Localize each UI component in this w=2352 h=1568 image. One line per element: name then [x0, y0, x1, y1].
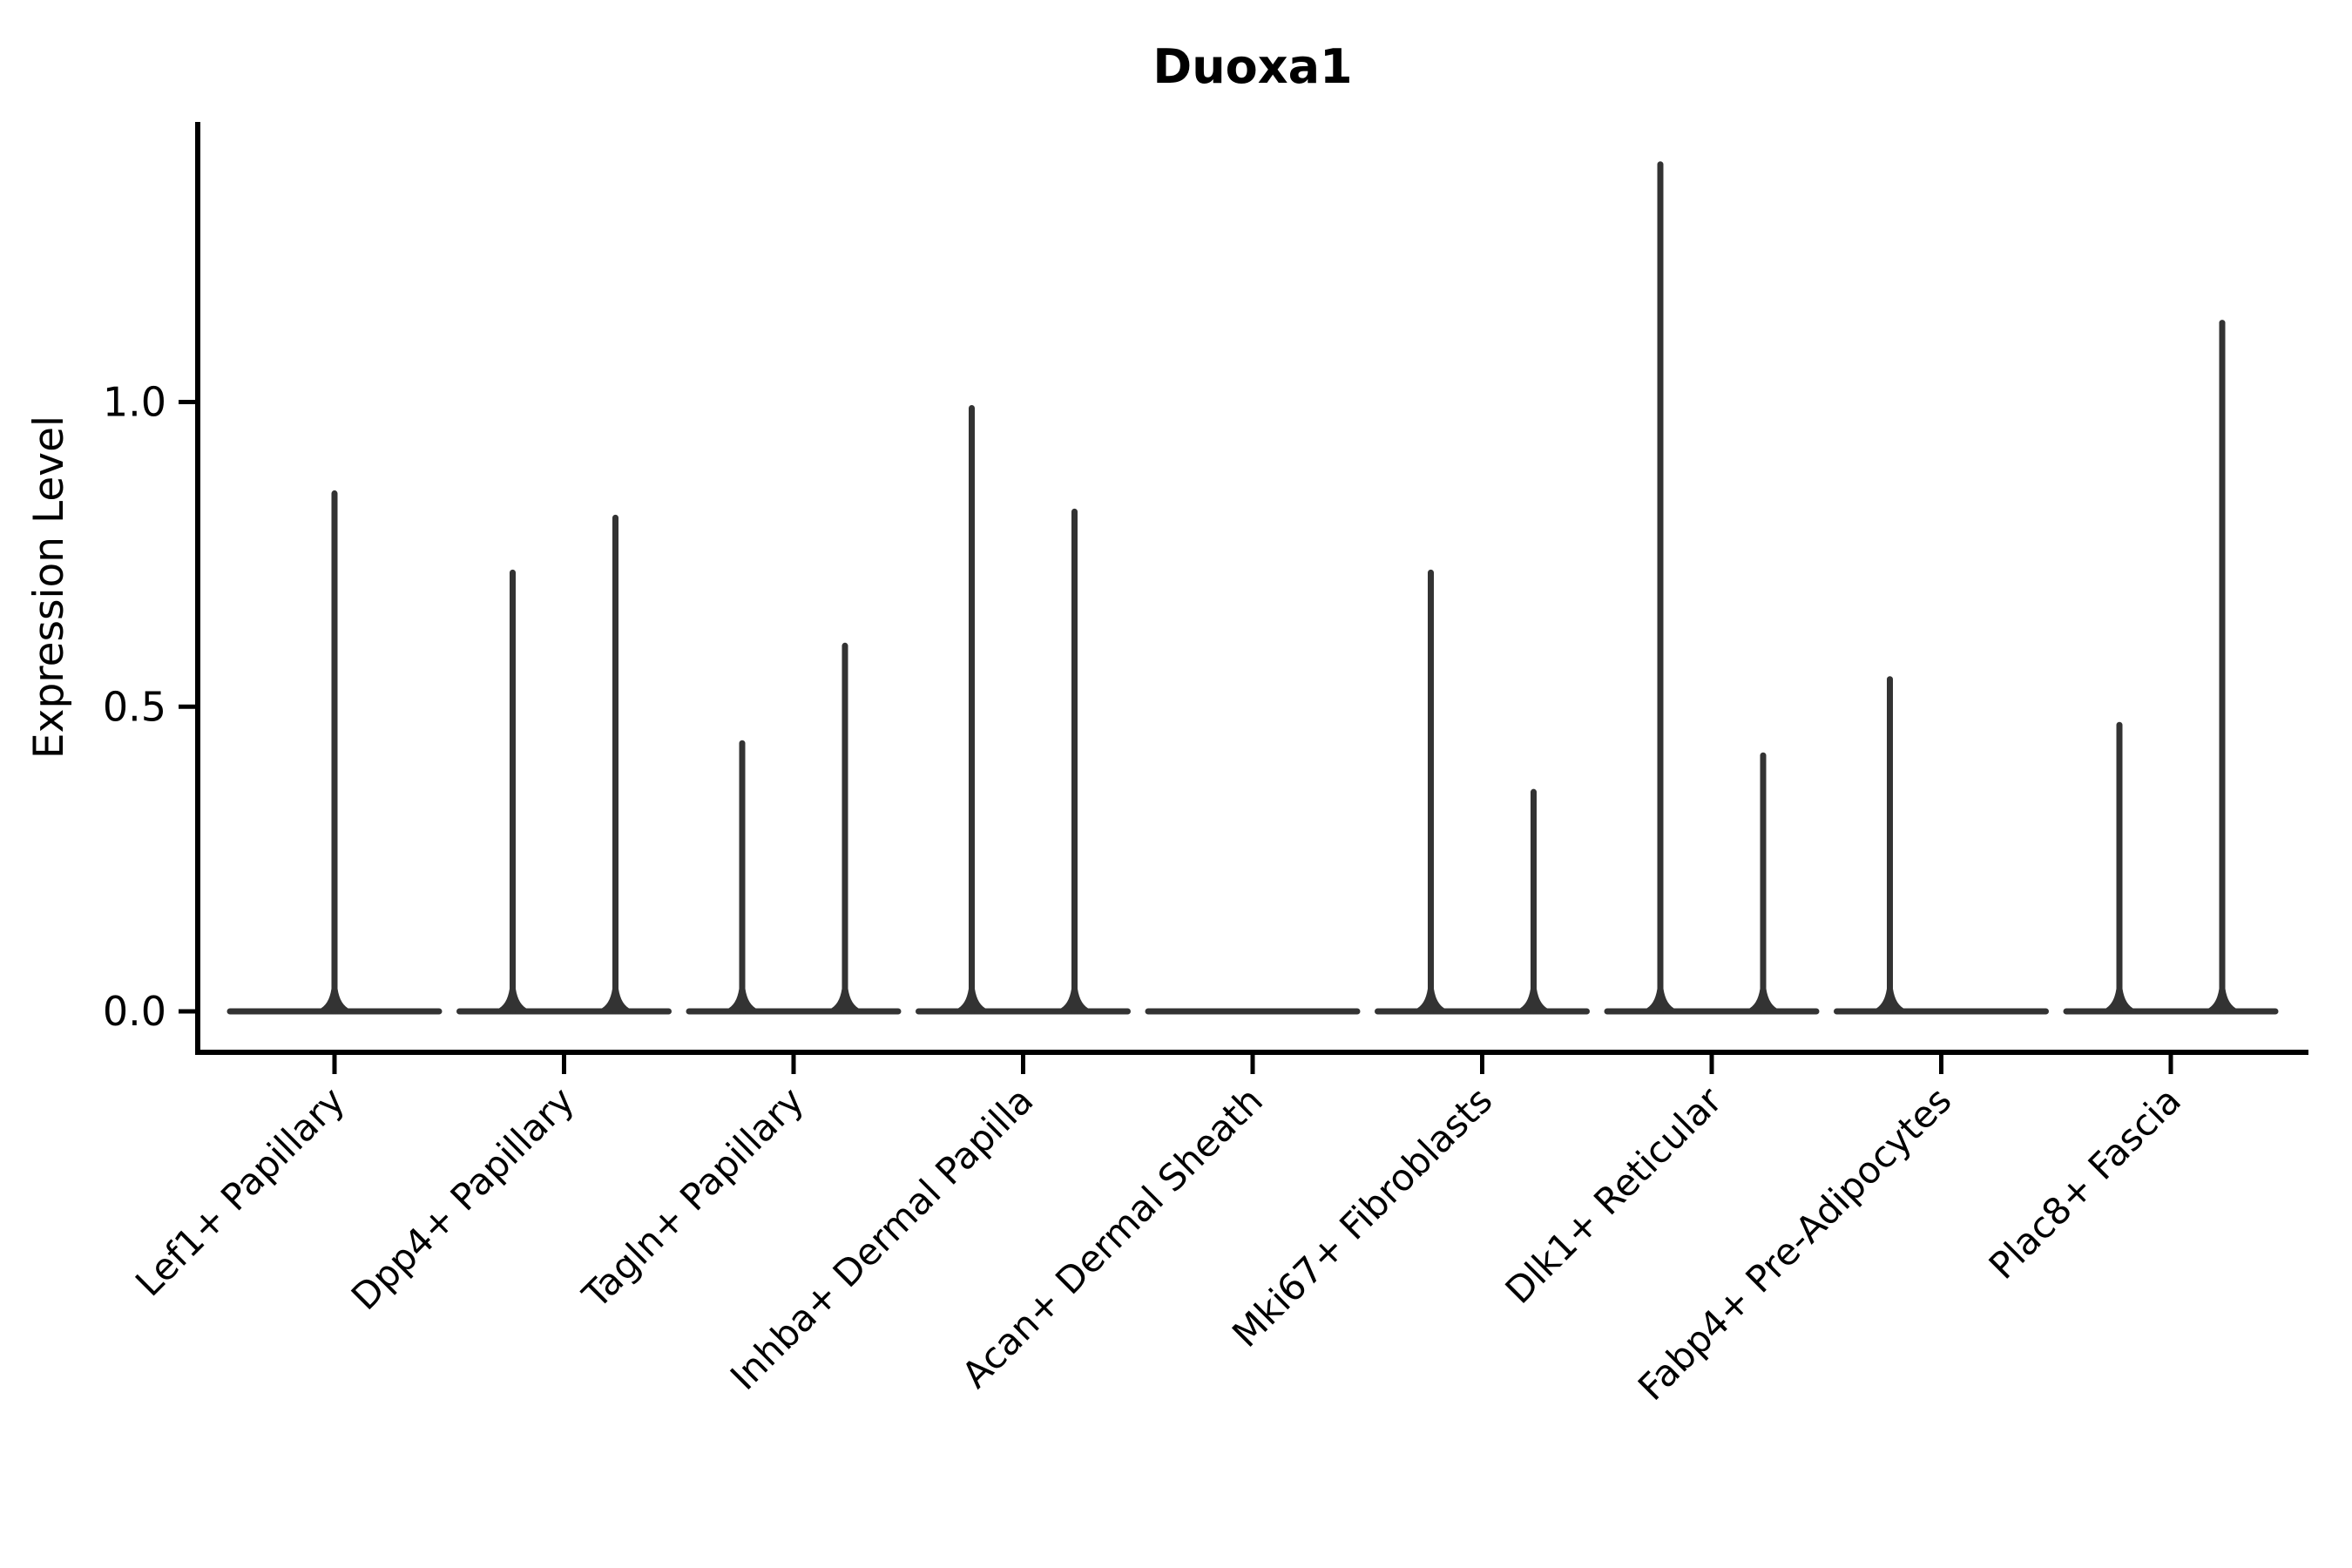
- x-tick-label: Plac8+ Fascia: [1981, 1078, 2189, 1287]
- violin-layer: [226, 161, 2279, 1015]
- violin-group: [1604, 161, 1820, 1015]
- y-tick-label: 0.5: [103, 683, 166, 730]
- chart-title: Duoxa1: [1152, 39, 1352, 94]
- violin-group: [686, 642, 902, 1015]
- x-tick-label: Tagln+ Papillary: [574, 1078, 812, 1316]
- x-tick-label: Mki67+ Fibroblasts: [1224, 1078, 1500, 1355]
- violin-group: [226, 490, 443, 1015]
- y-tick-label: 1.0: [103, 379, 166, 426]
- x-tick-label: Dlk1+ Reticular: [1497, 1078, 1731, 1312]
- violin-group: [456, 514, 672, 1015]
- x-tick-label: Dpp4+ Papillary: [343, 1078, 583, 1318]
- violin-group: [2063, 320, 2279, 1015]
- violin-group: [916, 404, 1131, 1015]
- y-axis-label: Expression Level: [25, 416, 73, 759]
- y-tick-label: 0.0: [103, 988, 166, 1035]
- x-tick-label: Lef1+ Papillary: [127, 1078, 353, 1304]
- violin-group: [1375, 569, 1590, 1015]
- violin-group: [1834, 676, 2049, 1015]
